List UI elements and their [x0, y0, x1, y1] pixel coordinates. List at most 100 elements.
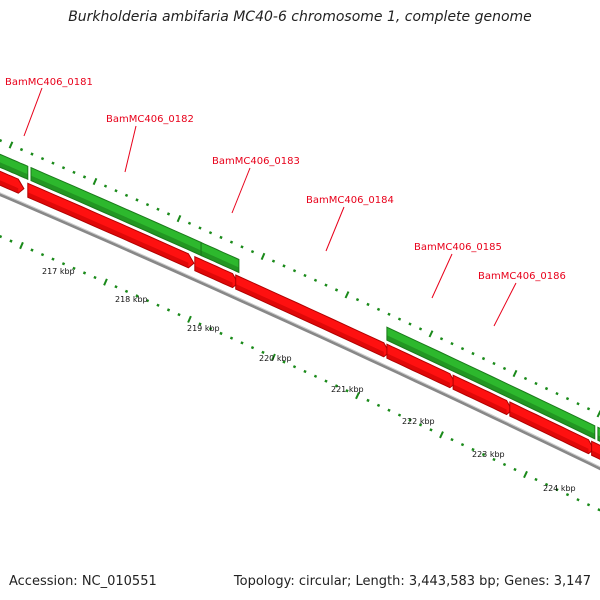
inner-tick [429, 428, 433, 432]
inner-tick [135, 294, 139, 298]
inner-tick [576, 498, 580, 502]
leader-line-1 [23, 87, 43, 137]
outer-tick [240, 245, 244, 249]
inner-tick [124, 289, 129, 293]
outer-tick [176, 214, 182, 223]
gene-label-0182[interactable]: BamMC406_0182 [106, 114, 194, 125]
outer-tick [565, 397, 570, 401]
outer-tick [282, 264, 286, 268]
outer-tick [51, 161, 55, 165]
outer-tick [397, 317, 402, 321]
outer-tick [439, 337, 444, 341]
inner-tick [93, 275, 97, 280]
outer-tick [481, 356, 486, 361]
leader-line-5 [431, 253, 453, 299]
inner-tick [208, 327, 213, 331]
kbp-label-221: 221 kbp [331, 385, 364, 394]
gene-label-0183[interactable]: BamMC406_0183 [212, 156, 300, 167]
outer-tick [8, 141, 14, 149]
genome-summary-text: Topology: circular; Length: 3,443,583 bp… [233, 574, 591, 589]
outer-tick [428, 330, 434, 338]
outer-tick [292, 269, 297, 273]
inner-tick [72, 266, 76, 270]
outer-tick [72, 170, 76, 174]
inner-tick [61, 262, 66, 266]
outer-tick [544, 386, 549, 391]
outer-tick [198, 226, 202, 230]
outer-tick [418, 327, 423, 331]
inner-tick [481, 452, 486, 457]
outer-tick [512, 369, 518, 378]
inner-tick [597, 508, 600, 512]
inner-tick [471, 447, 475, 452]
inner-tick [534, 477, 538, 482]
inner-tick [240, 341, 244, 345]
forward-gene-shade-1 [0, 162, 28, 180]
outer-tick [135, 198, 139, 202]
outer-tick [313, 278, 318, 282]
inner-tick [313, 374, 318, 378]
outer-tick [92, 177, 98, 186]
inner-tick [292, 365, 297, 369]
outer-tick [596, 410, 600, 418]
reverse-gene-1 [0, 170, 25, 194]
forward-gene-shade-4 [386, 335, 595, 439]
outer-tick-track [0, 138, 600, 418]
inner-tick [492, 457, 496, 462]
backbone-track [0, 192, 600, 471]
gene-label-0181[interactable]: BamMC406_0181 [5, 77, 93, 88]
reverse-gene-8 [591, 440, 600, 460]
gene-label-0185[interactable]: BamMC406_0185 [414, 242, 502, 253]
reverse-gene-shade-3 [194, 265, 233, 288]
label-leaders [23, 87, 517, 327]
accession-text: Accession: NC_010551 [9, 574, 157, 589]
backbone-line [0, 192, 600, 471]
leader-line-2 [124, 125, 137, 173]
forward-gene-shade-3 [201, 250, 239, 273]
inner-tick [114, 285, 118, 289]
reverse-gene-shade-4 [235, 284, 384, 357]
inner-tick [156, 303, 160, 307]
outer-tick [229, 240, 234, 244]
inner-tick [271, 353, 276, 361]
inner-tick [261, 350, 265, 354]
outer-tick [0, 138, 3, 143]
inner-tick [166, 308, 171, 312]
inner-tick [9, 239, 13, 243]
inner-tick [0, 234, 3, 239]
outer-tick [344, 291, 350, 299]
inner-tick [387, 408, 391, 412]
outer-tick [586, 407, 591, 411]
outer-tick [114, 189, 118, 193]
reverse-gene-track [0, 170, 600, 460]
kbp-label-223: 223 kbp [472, 450, 505, 459]
inner-tick [103, 278, 108, 286]
outer-tick [534, 381, 538, 386]
outer-tick [471, 351, 475, 356]
inner-tick [586, 503, 591, 507]
outer-tick [387, 312, 391, 316]
outer-tick [334, 288, 339, 292]
gene-label-0184[interactable]: BamMC406_0184 [306, 195, 394, 206]
inner-tick [177, 313, 181, 317]
outer-tick [145, 203, 150, 207]
reverse-gene-shade-2 [27, 192, 189, 268]
inner-tick [303, 369, 307, 374]
inner-tick [555, 487, 559, 492]
forward-gene-track [0, 153, 600, 442]
reverse-gene-shade-5 [386, 353, 450, 388]
kbp-label-220: 220 kbp [259, 354, 292, 363]
outer-tick [303, 273, 307, 278]
outer-tick [187, 221, 192, 225]
inner-tick [397, 413, 402, 417]
inner-tick [198, 322, 202, 326]
reverse-gene-shade-7 [509, 411, 589, 454]
reverse-gene-shade-8 [591, 450, 600, 460]
gene-label-0186[interactable]: BamMC406_0186 [478, 271, 566, 282]
inner-tick [544, 482, 549, 487]
inner-tick [565, 493, 570, 497]
reverse-gene-2 [27, 182, 195, 269]
outer-tick [324, 283, 328, 287]
inner-tick [187, 315, 192, 323]
